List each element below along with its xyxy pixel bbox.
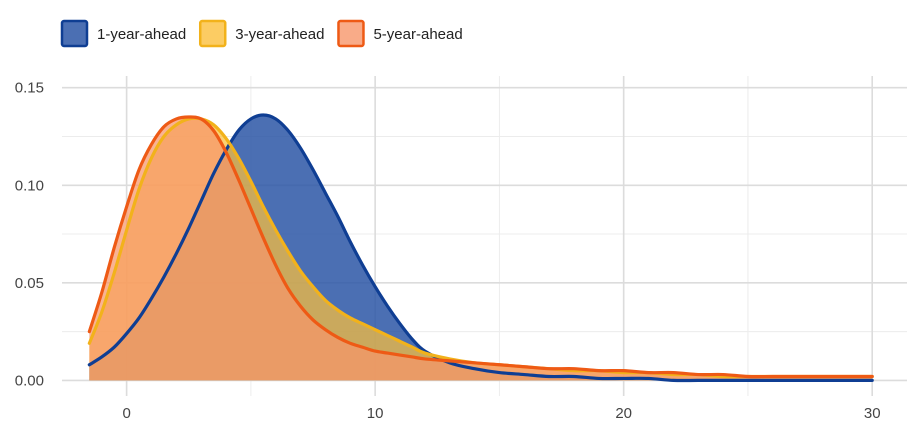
grid [62,76,907,396]
x-tick-label: 30 [864,405,881,422]
legend-swatch [60,19,89,48]
x-tick-label: 0 [122,405,130,422]
legend-item-3-year-ahead: 3-year-ahead [198,19,324,48]
density-lines [87,113,874,383]
legend-swatch [337,19,365,48]
y-tick-label: 0.15 [15,80,44,97]
legend: 1-year-ahead 3-year-ahead 5-year-ahead [60,19,463,48]
y-tick-label: 0.00 [15,372,44,389]
legend-swatch [198,19,227,48]
legend-label: 1-year-ahead [97,26,186,43]
line-1-year-ahead [87,113,874,383]
y-tick-label: 0.05 [15,275,44,292]
legend-item-5-year-ahead: 5-year-ahead [337,19,463,48]
legend-label: 5-year-ahead [373,26,462,43]
axis-labels: 0.00 0.05 0.10 0.15 0 10 20 30 [15,80,881,422]
legend-label: 3-year-ahead [235,26,324,43]
area-5-year-ahead [89,116,873,381]
x-tick-label: 10 [367,405,384,422]
line-5-year-ahead [87,115,874,379]
legend-item-1-year-ahead: 1-year-ahead [60,19,186,48]
x-tick-label: 20 [615,405,632,422]
density-areas [89,115,873,381]
y-tick-label: 0.10 [15,177,44,194]
